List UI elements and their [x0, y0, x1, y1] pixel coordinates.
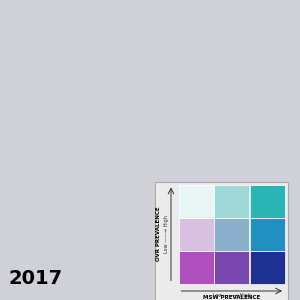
Text: OVR PREVALENCE: OVR PREVALENCE — [157, 207, 161, 261]
Bar — [178, 250, 214, 284]
FancyBboxPatch shape — [154, 182, 288, 300]
Text: 2017: 2017 — [9, 269, 63, 288]
Bar — [214, 250, 250, 284]
Bar — [250, 250, 285, 284]
Bar — [214, 218, 250, 250]
Text: Low ——→ High: Low ——→ High — [164, 215, 169, 253]
Bar — [214, 184, 250, 218]
Bar — [250, 218, 285, 250]
Bar — [178, 218, 214, 250]
Bar — [178, 184, 214, 218]
Bar — [250, 184, 285, 218]
Text: MSW PREVALENCE: MSW PREVALENCE — [203, 295, 260, 300]
Text: Low ——→ High: Low ——→ High — [213, 292, 251, 298]
